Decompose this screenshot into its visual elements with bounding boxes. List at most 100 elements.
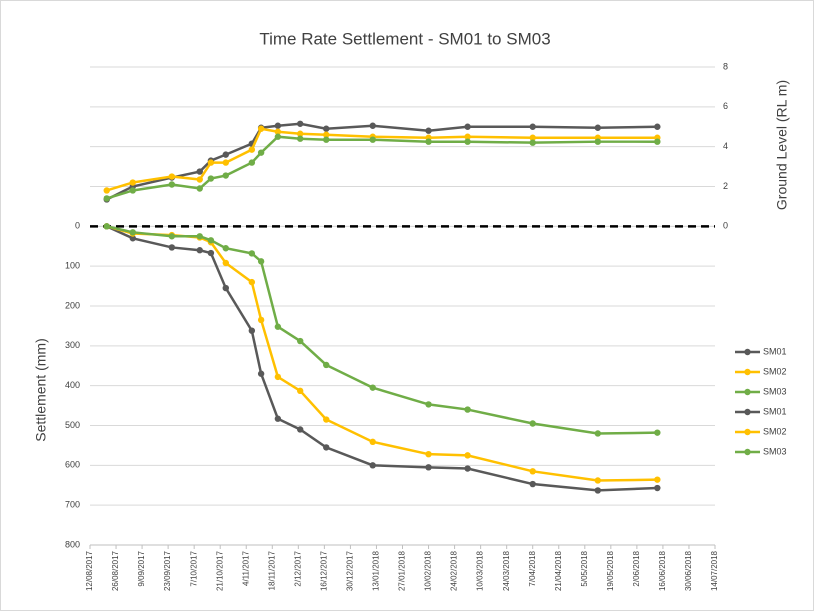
- data-point: [222, 151, 229, 158]
- data-point: [529, 468, 536, 475]
- data-point: [296, 387, 304, 395]
- data-point: [274, 133, 282, 140]
- data-point: [425, 464, 432, 471]
- data-point: [222, 159, 229, 166]
- y-tick-label: 700: [65, 500, 80, 510]
- y-tick-label: 400: [65, 380, 80, 390]
- data-point: [323, 131, 330, 138]
- x-tick-label: 24/03/2018: [502, 550, 511, 591]
- legend-marker: [744, 428, 751, 436]
- y-axis-label: Settlement (mm): [33, 338, 49, 441]
- data-point: [594, 477, 602, 484]
- data-point: [296, 130, 304, 137]
- data-point: [222, 245, 229, 252]
- legend-label: SM02: [763, 366, 787, 376]
- y2-tick-label: 6: [723, 101, 728, 111]
- data-point: [529, 123, 536, 130]
- data-point: [103, 195, 110, 202]
- y-tick-label: 0: [75, 221, 80, 231]
- data-point: [129, 235, 136, 242]
- data-point: [529, 134, 536, 141]
- legend-label: SM02: [763, 426, 787, 436]
- legend-marker: [744, 408, 751, 416]
- y2-tick-label: 2: [723, 181, 728, 191]
- data-point: [274, 122, 282, 129]
- data-point: [425, 138, 432, 145]
- data-point: [296, 120, 304, 127]
- data-point: [323, 361, 330, 369]
- data-point: [168, 233, 176, 240]
- y-tick-label: 500: [65, 420, 80, 430]
- data-point: [369, 136, 376, 143]
- data-point: [168, 244, 176, 251]
- data-point: [257, 316, 265, 324]
- x-tick-label: 10/03/2018: [476, 550, 485, 591]
- data-point: [529, 139, 536, 146]
- data-point: [257, 149, 265, 156]
- legend-label: SM03: [763, 386, 787, 396]
- data-point: [168, 181, 176, 188]
- data-point: [594, 138, 602, 145]
- data-point: [464, 138, 471, 145]
- data-point: [296, 135, 304, 142]
- x-tick-label: 27/01/2018: [398, 550, 407, 591]
- y-tick-label: 200: [65, 300, 80, 310]
- data-point: [594, 487, 602, 494]
- data-point: [257, 258, 265, 265]
- y-tick-label: 800: [65, 539, 80, 549]
- data-point: [248, 146, 256, 153]
- data-point: [129, 179, 136, 186]
- data-point: [425, 401, 432, 408]
- legend-marker: [744, 348, 751, 356]
- x-tick-label: 23/09/2017: [163, 550, 172, 591]
- data-point: [248, 250, 256, 257]
- x-tick-label: 16/12/2017: [319, 550, 328, 591]
- x-tick-label: 13/01/2018: [372, 550, 381, 591]
- y-tick-label: 300: [65, 340, 80, 350]
- data-point: [654, 123, 661, 130]
- x-tick-label: 24/02/2018: [450, 550, 459, 591]
- data-point: [248, 159, 256, 166]
- data-point: [654, 476, 661, 483]
- data-point: [369, 438, 376, 446]
- data-point: [196, 168, 203, 175]
- x-tick-label: 14/07/2018: [710, 550, 719, 591]
- data-point: [196, 247, 203, 254]
- x-tick-label: 16/06/2018: [658, 550, 667, 591]
- data-point: [274, 415, 282, 422]
- y2-axis-label: Ground Level (RL m): [774, 80, 790, 210]
- y2-tick-label: 0: [723, 221, 728, 231]
- data-point: [594, 124, 602, 131]
- x-tick-label: 18/11/2017: [267, 550, 276, 590]
- x-tick-label: 19/05/2018: [606, 550, 615, 591]
- data-point: [464, 123, 471, 130]
- legend-marker: [744, 368, 751, 376]
- data-point: [207, 237, 215, 244]
- data-point: [222, 172, 229, 179]
- data-point: [222, 259, 229, 267]
- data-point: [257, 125, 265, 132]
- x-tick-label: 21/04/2018: [554, 550, 563, 591]
- x-tick-label: 12/08/2017: [85, 550, 94, 591]
- data-point: [207, 159, 215, 166]
- legend-label: SM01: [763, 406, 787, 416]
- y-tick-label: 100: [65, 261, 80, 271]
- data-point: [654, 484, 661, 492]
- data-point: [207, 175, 215, 182]
- x-tick-label: 10/02/2018: [424, 550, 433, 591]
- y2-tick-label: 8: [723, 61, 728, 71]
- data-point: [296, 426, 304, 433]
- x-tick-label: 7/10/2017: [189, 550, 198, 586]
- data-point: [257, 370, 265, 377]
- data-point: [222, 284, 229, 292]
- data-point: [654, 429, 661, 436]
- data-point: [196, 185, 203, 192]
- x-tick-label: 21/10/2017: [215, 550, 224, 591]
- x-tick-label: 30/06/2018: [684, 550, 693, 591]
- data-point: [464, 133, 471, 140]
- x-tick-label: 7/04/2018: [528, 550, 537, 586]
- legend-marker: [744, 448, 751, 456]
- data-point: [425, 450, 432, 458]
- legend-label: SM01: [763, 346, 787, 356]
- data-point: [464, 452, 471, 459]
